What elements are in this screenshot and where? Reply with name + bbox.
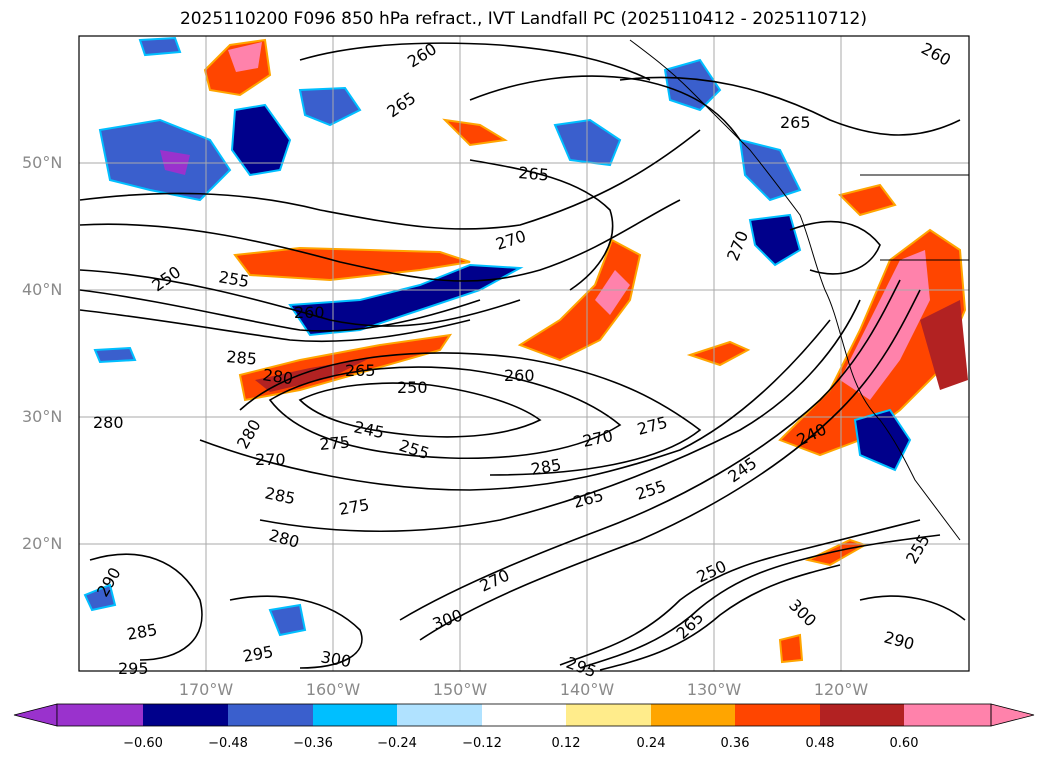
- contour-line: [79, 129, 701, 230]
- contour-line: [469, 159, 614, 291]
- colorbar-swatch: [313, 704, 397, 726]
- contour-label: 280: [93, 413, 124, 432]
- colorbar-tick-label: −0.48: [208, 736, 248, 751]
- contour-line: [559, 519, 921, 666]
- negative-anomaly-band: [138, 36, 182, 57]
- contour-line: [89, 553, 203, 661]
- contour-line: [239, 352, 702, 476]
- negative-anomaly-band: [230, 103, 292, 177]
- positive-anomaly-core: [595, 270, 630, 315]
- contour-line: [229, 595, 363, 669]
- lon-label: 150°W: [432, 680, 488, 699]
- lon-label: 120°W: [813, 680, 869, 699]
- contour-line: [599, 564, 841, 671]
- colorbar-swatch: [566, 704, 651, 726]
- colorbar-tick-label: −0.60: [123, 736, 163, 751]
- lat-label: 30°N: [22, 407, 63, 426]
- contour-label: 260: [504, 366, 535, 385]
- map-frame: [78, 35, 970, 672]
- contour-line: [79, 269, 521, 327]
- colorbar-swatch: [820, 704, 904, 726]
- colorbar-tick-label: 0.12: [551, 736, 581, 751]
- map-background: [79, 36, 969, 671]
- colorbar-swatch: [13, 703, 58, 727]
- shaded-field: [83, 36, 968, 664]
- contour-label: 295: [118, 659, 149, 678]
- positive-anomaly-band: [778, 633, 804, 664]
- contour-line: [299, 42, 651, 81]
- contour-label: 265: [518, 163, 550, 185]
- positive-anomaly-band: [838, 183, 897, 217]
- contour-line: [268, 366, 622, 460]
- negative-anomaly-band: [748, 213, 802, 267]
- colorbar: [13, 703, 1035, 727]
- negative-anomaly-band: [93, 346, 137, 364]
- contour-label: 260: [294, 303, 325, 322]
- colorbar-swatch: [990, 703, 1035, 727]
- contour-line: [399, 279, 901, 621]
- negative-anomaly-band: [83, 583, 117, 612]
- colorbar-tick-label: 0.24: [636, 736, 666, 751]
- colorbar-swatch: [482, 704, 566, 726]
- contour-label: 275: [319, 432, 351, 454]
- contour-label: 250: [397, 378, 428, 397]
- colorbar-swatch: [397, 704, 482, 726]
- colorbar-tick-label: −0.36: [293, 736, 333, 751]
- positive-anomaly-band: [686, 340, 751, 367]
- colorbar-swatch: [904, 704, 991, 726]
- contour-label: 265: [780, 113, 811, 132]
- contour-line: [579, 534, 941, 669]
- contour-line: [199, 319, 831, 491]
- contour-line: [789, 220, 881, 275]
- positive-anomaly-core: [920, 300, 968, 390]
- lat-label: 40°N: [22, 280, 63, 299]
- contour-line: [259, 299, 861, 533]
- contour-line: [79, 309, 471, 343]
- lon-label: 160°W: [305, 680, 361, 699]
- negative-anomaly-band: [663, 58, 722, 112]
- contour-line: [859, 595, 966, 621]
- colorbar-swatch: [735, 704, 820, 726]
- contour-label: 265: [345, 361, 376, 380]
- lat-label: 20°N: [22, 534, 63, 553]
- lat-label: 50°N: [22, 153, 63, 172]
- colorbar-frame: [56, 703, 992, 727]
- positive-anomaly-core: [255, 358, 370, 392]
- lon-label: 170°W: [178, 680, 234, 699]
- contour-label: 285: [226, 347, 258, 369]
- contour-line: [79, 199, 681, 282]
- coastline-path: [629, 39, 961, 541]
- contour-label: 270: [255, 450, 286, 469]
- contour-labels: 260 265 260 265 265 270 270 255 250 260 …: [93, 39, 954, 681]
- contour-label: 280: [261, 365, 294, 388]
- lon-label: 140°W: [559, 680, 615, 699]
- colorbar-swatch: [228, 704, 313, 726]
- lon-label: 130°W: [686, 680, 742, 699]
- positive-anomaly-core: [228, 42, 262, 72]
- contour-line: [79, 289, 481, 332]
- colorbar-tick-label: 0.36: [720, 736, 750, 751]
- negative-anomaly-band: [268, 603, 307, 637]
- colorbar-swatch: [651, 704, 735, 726]
- negative-anomaly-band: [298, 86, 362, 127]
- refractivity-contours: [79, 42, 966, 671]
- contour-line: [469, 75, 741, 141]
- colorbar-tick-label: −0.12: [462, 736, 502, 751]
- positive-anomaly-band: [517, 238, 642, 362]
- colorbar-swatch: [57, 704, 143, 726]
- contour-line: [298, 382, 542, 438]
- positive-anomaly-core: [840, 250, 930, 400]
- graticule: [79, 36, 969, 671]
- map-title: 2025110200 F096 850 hPa refract., IVT La…: [179, 9, 867, 29]
- colorbar-tick-label: −0.24: [377, 736, 417, 751]
- colorbar-swatch: [143, 704, 228, 726]
- colorbar-tick-label: 0.48: [805, 736, 835, 751]
- coastline: [629, 39, 969, 541]
- contour-line: [619, 76, 961, 136]
- contour-line: [419, 289, 921, 641]
- colorbar-tick-label: 0.60: [889, 736, 919, 751]
